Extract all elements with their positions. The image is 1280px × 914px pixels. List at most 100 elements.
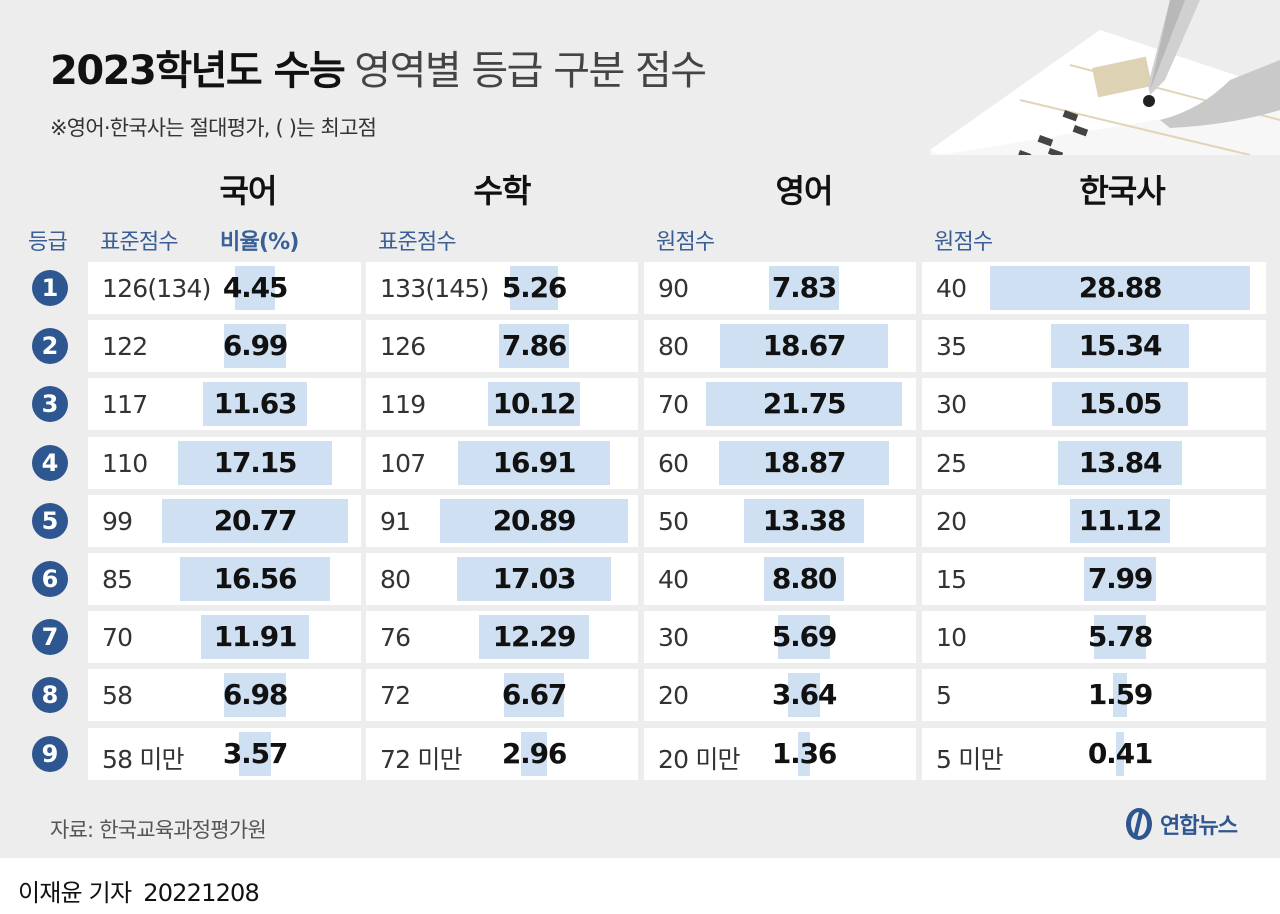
english-score-header: 원점수 xyxy=(656,230,715,255)
grade-badge: 1 xyxy=(32,270,68,306)
score-cell: 40 xyxy=(936,274,967,303)
score-cell: 70 xyxy=(102,623,133,653)
score-cell: 30 xyxy=(936,390,967,420)
korean-ratio-header: 비율(%) xyxy=(220,230,299,255)
score-cell: 91 xyxy=(380,506,411,536)
ratio-value: 18.67 xyxy=(762,329,847,363)
score-cell: 5 xyxy=(936,681,952,711)
score-cell: 15 xyxy=(936,565,967,594)
ratio-value: 28.88 xyxy=(1078,271,1163,304)
ratio-bar xyxy=(1069,498,1171,543)
score-cell: 99 xyxy=(102,506,133,536)
ratio-bar xyxy=(457,440,611,485)
ratio-bar xyxy=(180,557,330,601)
ratio-value: 13.38 xyxy=(762,503,847,537)
score-cell: 25 xyxy=(936,448,967,478)
source-note: 자료: 한국교육과정평가원 xyxy=(50,818,267,842)
ratio-value: 7.86 xyxy=(501,329,567,363)
subject-korean: 국어 xyxy=(219,172,278,210)
score-cell: 60 xyxy=(658,448,689,478)
ratio-value: 3.64 xyxy=(771,678,837,712)
score-cell: 10 xyxy=(936,623,967,653)
score-cell: 126 xyxy=(380,332,426,362)
grade-badge: 5 xyxy=(32,502,68,539)
ratio-value: 6.99 xyxy=(222,329,288,363)
ratio-value: 5.26 xyxy=(501,271,567,304)
ratio-bar xyxy=(990,266,1250,310)
ratio-bar xyxy=(1093,615,1146,660)
ratio-value: 4.45 xyxy=(222,271,288,304)
ratio-value: 5.69 xyxy=(771,620,837,654)
grade-badge: 6 xyxy=(32,561,68,597)
ratio-value: 11.63 xyxy=(213,387,298,421)
table-row-cell xyxy=(922,727,1266,780)
score-cell: 80 xyxy=(380,565,411,594)
score-cell: 35 xyxy=(936,332,967,362)
ratio-bar xyxy=(161,498,349,543)
ratio-bar xyxy=(797,731,811,776)
ratio-bar xyxy=(177,440,333,485)
math-score-header: 표준점수 xyxy=(378,230,457,255)
grade-badge: 4 xyxy=(32,444,68,481)
yonhap-logo: 연합뉴스 xyxy=(1124,806,1238,842)
ratio-bar xyxy=(510,266,558,310)
score-cell: 122 xyxy=(102,332,148,362)
ratio-bar xyxy=(764,557,844,601)
title-light: 영역별 등급 구분 점수 xyxy=(354,48,707,94)
page-title: 2023학년도 수능 영역별 등급 구분 점수 xyxy=(50,38,707,96)
table-row-cell xyxy=(366,727,638,780)
grade-badge: 2 xyxy=(32,328,68,365)
score-cell: 126(134) xyxy=(102,274,211,303)
grade-column-header: 등급 xyxy=(28,230,68,255)
ratio-value: 17.03 xyxy=(492,562,577,595)
score-cell: 70 xyxy=(658,390,689,420)
score-cell: 76 xyxy=(380,623,411,653)
ratio-bar xyxy=(234,266,276,310)
ratio-value: 2.96 xyxy=(501,736,567,770)
ratio-bar xyxy=(706,382,902,427)
title-bold: 2023학년도 수능 xyxy=(50,48,346,94)
score-cell: 20 xyxy=(936,506,967,536)
ratio-value: 16.91 xyxy=(492,445,577,479)
score-cell: 58 xyxy=(102,681,133,711)
score-cell: 72 xyxy=(380,681,411,711)
pen-and-answer-sheet-illustration xyxy=(930,0,1280,155)
table-row-cell xyxy=(88,262,361,314)
ratio-value: 18.87 xyxy=(762,445,847,479)
grade-badge: 9 xyxy=(32,735,68,772)
table-row-cell xyxy=(366,669,638,722)
ratio-bar xyxy=(202,382,308,427)
score-cell: 5 미만 xyxy=(936,744,1003,774)
ratio-bar xyxy=(488,382,580,427)
ratio-bar xyxy=(223,324,287,369)
score-cell: 72 미만 xyxy=(380,744,463,774)
ratio-value: 7.83 xyxy=(771,271,837,304)
history-score-header: 원점수 xyxy=(934,230,993,255)
score-cell: 80 xyxy=(658,332,689,362)
byline-name: 이재윤 기자 xyxy=(18,879,132,907)
ratio-value: 20.89 xyxy=(492,503,577,537)
score-cell: 30 xyxy=(658,623,689,653)
ratio-value: 12.29 xyxy=(492,620,577,654)
table-row-cell xyxy=(88,727,361,780)
ratio-value: 21.75 xyxy=(762,387,847,421)
ratio-value: 8.80 xyxy=(771,562,837,595)
ratio-bar xyxy=(1116,731,1124,776)
ratio-value: 7.99 xyxy=(1087,562,1153,595)
ratio-value: 0.41 xyxy=(1087,736,1153,770)
grade-badge: 7 xyxy=(32,619,68,656)
ratio-bar xyxy=(478,615,590,660)
score-cell: 90 xyxy=(658,274,689,303)
ratio-value: 20.77 xyxy=(213,503,298,537)
ratio-value: 11.12 xyxy=(1078,503,1163,537)
ratio-value: 11.91 xyxy=(213,620,298,654)
ratio-value: 6.67 xyxy=(501,678,567,712)
ratio-bar xyxy=(778,615,830,660)
score-cell: 20 미만 xyxy=(658,744,741,774)
grade-badge: 3 xyxy=(32,386,68,423)
ratio-bar xyxy=(223,673,287,718)
score-cell: 20 xyxy=(658,681,689,711)
ratio-bar xyxy=(503,673,565,718)
subject-english: 영어 xyxy=(775,172,834,210)
score-cell: 119 xyxy=(380,390,426,420)
